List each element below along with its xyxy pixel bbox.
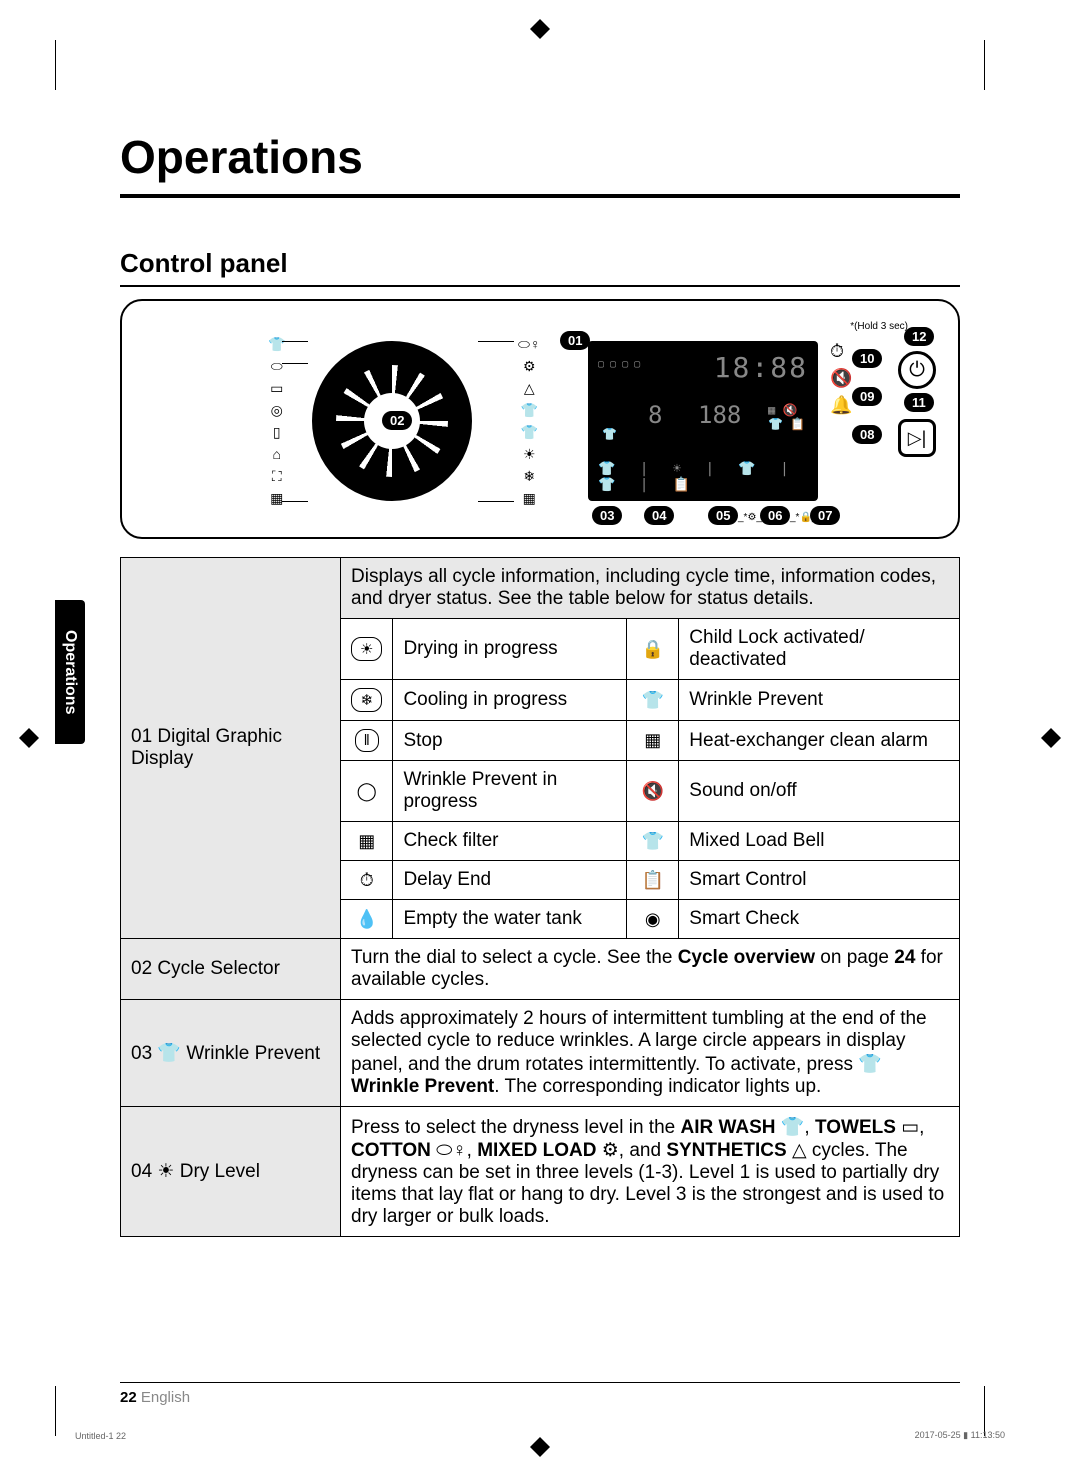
text-cell: Empty the water tank <box>393 900 627 939</box>
left-icon-column: 👕⬭▭◎▯⌂⛶▦ <box>268 333 285 509</box>
icon-cell: ◉ <box>627 900 679 939</box>
crop-mark <box>1041 728 1061 748</box>
badge-10: 10 <box>852 349 882 368</box>
page-title: Operations <box>120 130 960 198</box>
right-icon-column: ⬭♀⚙△👕👕☀❄▦ <box>518 333 540 509</box>
text-cell: Wrinkle Prevent <box>679 680 960 721</box>
play-pause-icon: ▷| <box>898 419 936 457</box>
section-title: Control panel <box>120 248 960 287</box>
note-icon: _*⚙_ <box>738 512 762 523</box>
icon-cell: ‖ <box>341 721 393 761</box>
text-cell: Delay End <box>393 861 627 900</box>
badge-03: 03 <box>592 506 622 525</box>
badge-07: 07 <box>810 506 840 525</box>
icon-cell: ⏱ <box>341 861 393 900</box>
badge-06: 06 <box>760 506 790 525</box>
row-02-text: Turn the dial to select a cycle. See the… <box>341 939 960 1000</box>
crop-mark <box>530 1437 550 1457</box>
row-01-label: 01 Digital Graphic Display <box>121 558 341 939</box>
badge-04: 04 <box>644 506 674 525</box>
text-cell: Smart Check <box>679 900 960 939</box>
badge-11: 11 <box>904 393 934 412</box>
crop-line <box>55 1386 56 1436</box>
badge-02: 02 <box>382 411 412 430</box>
crop-line <box>55 40 56 90</box>
text-cell: Child Lock activated/ deactivated <box>679 619 960 680</box>
side-tab: Operations <box>55 600 85 744</box>
meta-right: 2017-05-25 ▮ 11:13:50 <box>915 1430 1005 1441</box>
badge-08: 08 <box>852 425 882 444</box>
text-cell: Sound on/off <box>679 761 960 822</box>
text-cell: Drying in progress <box>393 619 627 680</box>
crop-mark <box>19 728 39 748</box>
row-03: 03 👕 Wrinkle Prevent Adds approximately … <box>121 1000 960 1107</box>
text-cell: Smart Control <box>679 861 960 900</box>
crop-mark <box>530 19 550 39</box>
text-cell: Mixed Load Bell <box>679 822 960 861</box>
text-cell: Wrinkle Prevent in progress <box>393 761 627 822</box>
control-panel-diagram: *(Hold 3 sec) 👕⬭▭◎▯⌂⛶▦ 02 ⬭♀⚙△👕👕☀❄▦ 01 1… <box>120 299 960 539</box>
icon-cell: 👕 <box>627 680 679 721</box>
icon-cell: ◯ <box>341 761 393 822</box>
icon-cell: ❄ <box>341 680 393 721</box>
icon-cell: 🔇 <box>627 761 679 822</box>
row-02-label: 02 Cycle Selector <box>121 939 341 1000</box>
hold-hint: *(Hold 3 sec) <box>850 321 908 332</box>
crop-line <box>984 40 985 90</box>
page-number: 22 <box>120 1389 137 1406</box>
text-cell: Cooling in progress <box>393 680 627 721</box>
page-footer: 22 English <box>120 1382 960 1406</box>
row-03-label: 03 👕 Wrinkle Prevent <box>121 1000 341 1107</box>
row-01: 01 Digital Graphic Display Displays all … <box>121 558 960 619</box>
badge-01: 01 <box>560 331 590 350</box>
crop-line <box>984 1386 985 1436</box>
meta-left: Untitled-1 22 <box>75 1431 126 1441</box>
badge-12: 12 <box>904 327 934 346</box>
badge-05: 05 <box>708 506 738 525</box>
badge-09: 09 <box>852 387 882 406</box>
icon-cell: ☀ <box>341 619 393 680</box>
row-04-label: 04 ☀ Dry Level <box>121 1107 341 1237</box>
controls-table: 01 Digital Graphic Display Displays all … <box>120 557 960 1237</box>
row-02: 02 Cycle Selector Turn the dial to selec… <box>121 939 960 1000</box>
icon-cell: 👕 <box>627 822 679 861</box>
icon-cell: ▦ <box>341 822 393 861</box>
text-cell: Heat-exchanger clean alarm <box>679 721 960 761</box>
row-01-header: Displays all cycle information, includin… <box>341 558 960 619</box>
icon-cell: 🔒 <box>627 619 679 680</box>
row-03-text: Adds approximately 2 hours of intermitte… <box>341 1000 960 1107</box>
text-cell: Check filter <box>393 822 627 861</box>
power-icon: ⏻ <box>898 351 936 389</box>
icon-cell: 💧 <box>341 900 393 939</box>
icon-cell: ▦ <box>627 721 679 761</box>
icon-cell: 📋 <box>627 861 679 900</box>
display-panel-icon: 18:88 ▢ ▢ ▢ ▢ 8 188 ▦ 🔇👕 📋 👕 👕 | ☀ | 👕 |… <box>588 341 818 501</box>
row-04: 04 ☀ Dry Level Press to select the dryne… <box>121 1107 960 1237</box>
text-cell: Stop <box>393 721 627 761</box>
page-language: English <box>141 1389 190 1406</box>
row-04-text: Press to select the dryness level in the… <box>341 1107 960 1237</box>
